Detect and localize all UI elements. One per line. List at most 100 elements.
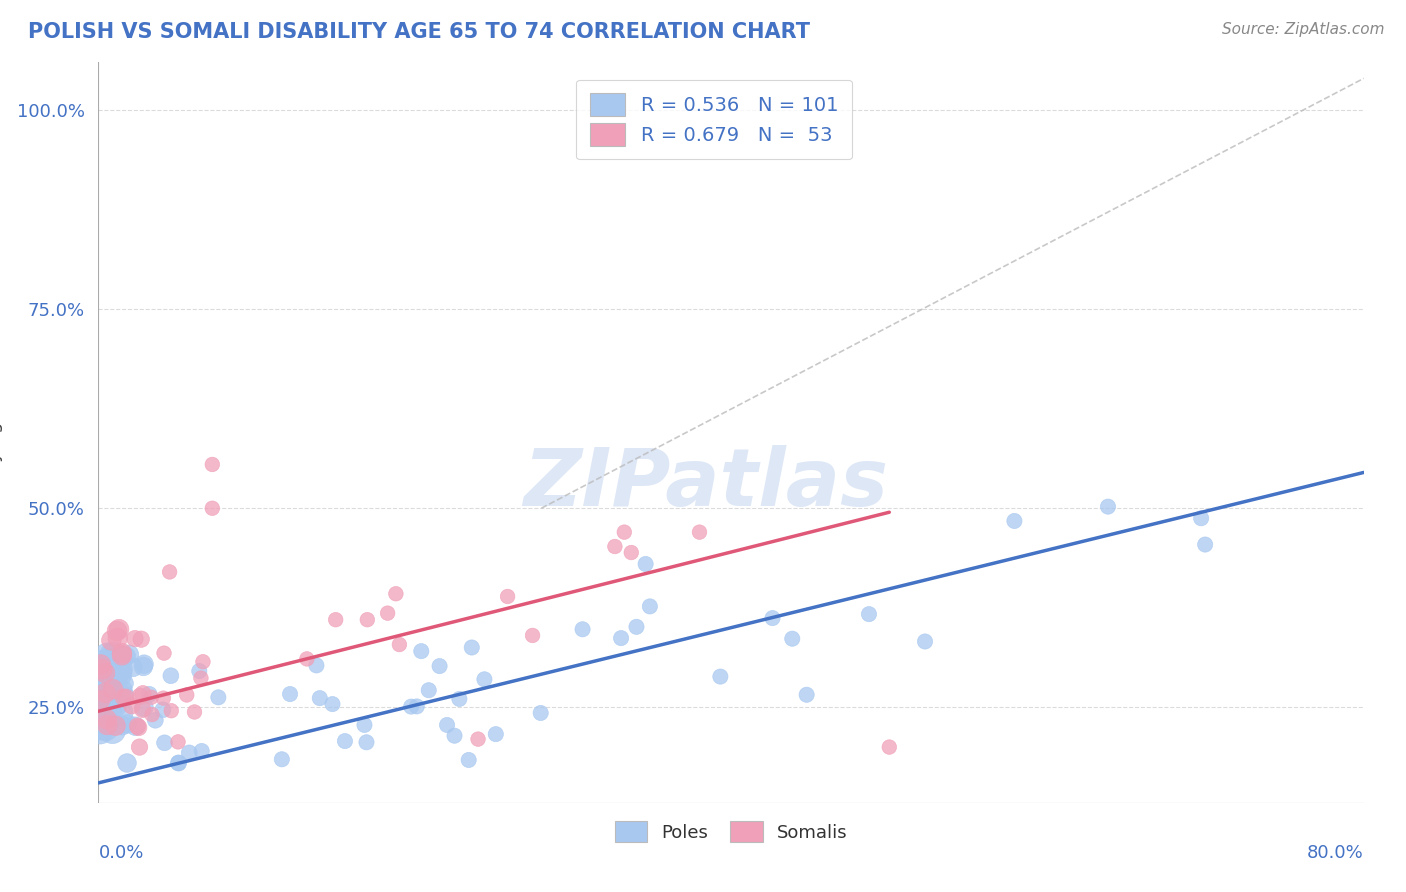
Point xyxy=(89,657,111,671)
Point xyxy=(89,665,111,679)
Point xyxy=(132,700,155,714)
Legend: Poles, Somalis: Poles, Somalis xyxy=(607,814,855,849)
Point xyxy=(132,687,155,701)
Point xyxy=(321,697,343,711)
Point xyxy=(111,646,134,660)
Point xyxy=(405,699,427,714)
Point xyxy=(613,525,636,540)
Point xyxy=(1189,511,1212,525)
Point xyxy=(118,648,141,662)
Point xyxy=(457,753,479,767)
Point xyxy=(353,718,375,732)
Point xyxy=(153,736,176,750)
Point xyxy=(418,683,440,698)
Point xyxy=(101,648,124,662)
Point xyxy=(141,690,163,705)
Point xyxy=(112,676,135,690)
Point xyxy=(94,687,117,701)
Point xyxy=(101,691,124,706)
Point xyxy=(603,540,626,554)
Point xyxy=(98,658,121,673)
Text: 0.0%: 0.0% xyxy=(98,844,143,862)
Point xyxy=(179,746,201,760)
Point xyxy=(305,658,328,673)
Point xyxy=(124,719,146,733)
Point xyxy=(108,706,131,720)
Point xyxy=(188,664,211,678)
Point xyxy=(129,632,152,647)
Text: 80.0%: 80.0% xyxy=(1308,844,1364,862)
Point xyxy=(610,631,633,645)
Point xyxy=(107,631,129,645)
Point xyxy=(107,664,129,678)
Point xyxy=(93,702,115,716)
Point xyxy=(496,590,519,604)
Point xyxy=(97,690,120,705)
Point xyxy=(122,660,145,674)
Point xyxy=(128,721,150,735)
Point xyxy=(1194,537,1216,551)
Point xyxy=(128,740,150,755)
Point xyxy=(461,640,484,655)
Point xyxy=(93,699,115,714)
Point xyxy=(98,686,121,700)
Point xyxy=(115,756,138,770)
Point xyxy=(780,632,803,646)
Point xyxy=(91,714,114,728)
Point xyxy=(115,649,138,664)
Text: POLISH VS SOMALI DISABILITY AGE 65 TO 74 CORRELATION CHART: POLISH VS SOMALI DISABILITY AGE 65 TO 74… xyxy=(28,22,810,42)
Point xyxy=(167,756,190,770)
Point xyxy=(107,667,129,681)
Point xyxy=(308,691,330,706)
Point xyxy=(101,723,124,738)
Point xyxy=(761,611,783,625)
Point xyxy=(634,557,657,571)
Point xyxy=(104,719,127,733)
Point xyxy=(91,662,114,676)
Point xyxy=(1097,500,1119,514)
Point xyxy=(100,661,122,675)
Point xyxy=(100,688,122,702)
Point xyxy=(143,713,166,727)
Point xyxy=(115,716,138,731)
Point xyxy=(159,565,181,579)
Y-axis label: Disability Age 65 to 74: Disability Age 65 to 74 xyxy=(0,330,3,535)
Point xyxy=(100,653,122,667)
Point xyxy=(94,721,117,735)
Point xyxy=(114,689,136,703)
Point xyxy=(100,677,122,691)
Point xyxy=(688,525,710,540)
Point xyxy=(112,690,135,705)
Point xyxy=(121,698,143,713)
Point xyxy=(89,724,111,739)
Point xyxy=(98,672,121,686)
Point xyxy=(94,666,117,681)
Point xyxy=(443,729,465,743)
Point xyxy=(530,706,553,720)
Point xyxy=(356,613,378,627)
Point xyxy=(160,669,183,683)
Point xyxy=(141,707,163,722)
Point xyxy=(167,756,190,770)
Point xyxy=(485,727,508,741)
Point xyxy=(914,634,936,648)
Point xyxy=(91,682,114,697)
Point xyxy=(96,648,118,663)
Point xyxy=(97,666,120,681)
Point xyxy=(108,622,131,636)
Point xyxy=(93,697,115,711)
Point xyxy=(638,599,661,614)
Point xyxy=(190,671,212,685)
Point xyxy=(104,685,127,699)
Point xyxy=(132,659,155,673)
Text: Source: ZipAtlas.com: Source: ZipAtlas.com xyxy=(1222,22,1385,37)
Point xyxy=(467,732,489,747)
Point xyxy=(176,688,198,702)
Point xyxy=(89,693,111,707)
Point xyxy=(190,744,212,758)
Point xyxy=(105,624,128,638)
Point xyxy=(98,667,121,681)
Point xyxy=(138,687,160,701)
Point xyxy=(94,686,117,700)
Point xyxy=(388,638,411,652)
